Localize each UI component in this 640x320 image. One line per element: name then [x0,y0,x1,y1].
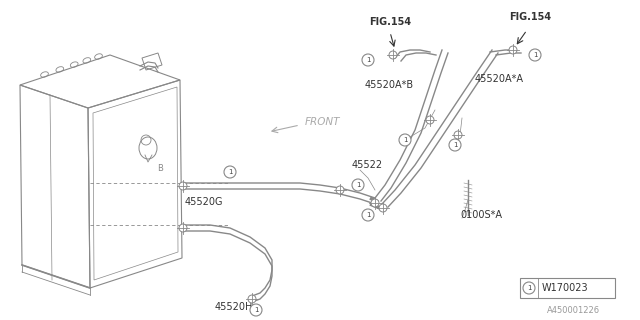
Circle shape [250,304,262,316]
Text: 0100S*A: 0100S*A [460,210,502,220]
Circle shape [336,186,344,194]
Circle shape [179,182,187,190]
Text: FRONT: FRONT [305,117,340,127]
Circle shape [399,134,411,146]
Text: 45520A*B: 45520A*B [365,80,414,90]
Bar [520,278,615,298]
Text: 45520A*A: 45520A*A [475,74,524,84]
Circle shape [371,199,379,207]
Text: 1: 1 [403,137,407,143]
Text: B: B [157,164,163,172]
Circle shape [379,204,387,212]
Circle shape [529,49,541,61]
Circle shape [179,224,187,232]
Text: A450001226: A450001226 [547,306,600,315]
Text: 45522: 45522 [352,160,383,170]
Text: 1: 1 [365,57,371,63]
Text: 45520H: 45520H [215,302,253,312]
Text: 1: 1 [356,182,360,188]
Circle shape [389,51,397,59]
Text: 1: 1 [253,307,259,313]
Text: FIG.154: FIG.154 [369,17,411,27]
Circle shape [509,46,517,54]
Circle shape [426,116,434,124]
Text: 1: 1 [365,212,371,218]
Circle shape [224,166,236,178]
Text: 1: 1 [228,169,232,175]
Text: 45520G: 45520G [185,197,223,207]
Text: 1: 1 [452,142,457,148]
Text: W170023: W170023 [542,283,589,293]
Circle shape [362,209,374,221]
Circle shape [352,179,364,191]
Text: 1: 1 [532,52,537,58]
Circle shape [248,295,256,303]
Circle shape [454,131,462,139]
Circle shape [449,139,461,151]
Circle shape [362,54,374,66]
Text: FIG.154: FIG.154 [509,12,551,22]
Circle shape [523,282,535,294]
Text: 1: 1 [527,285,531,291]
